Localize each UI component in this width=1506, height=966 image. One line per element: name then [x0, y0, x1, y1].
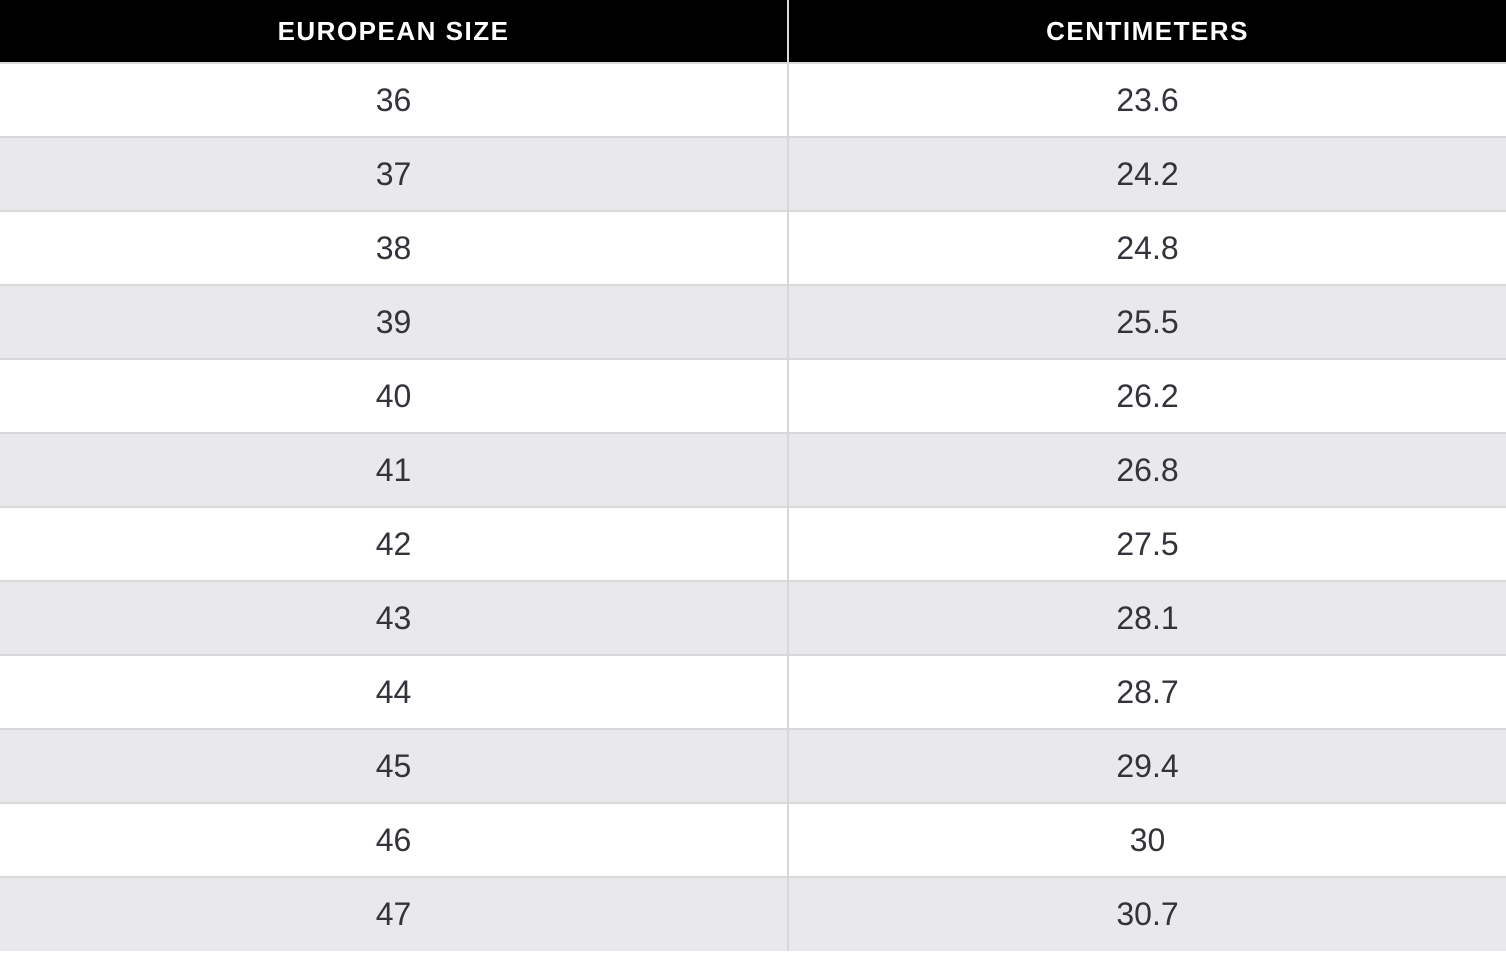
- table-row: 47 30.7: [0, 876, 1506, 951]
- european-size-cell: 40: [0, 358, 788, 433]
- centimeters-cell: 27.5: [787, 506, 1506, 581]
- european-size-cell: 44: [0, 654, 788, 729]
- centimeters-cell: 29.4: [787, 728, 1506, 803]
- centimeters-cell: 28.1: [787, 580, 1506, 655]
- centimeters-cell: 23.6: [787, 62, 1506, 137]
- column-header-centimeters: CENTIMETERS: [787, 0, 1506, 63]
- european-size-cell: 43: [0, 580, 788, 655]
- table-row: 38 24.8: [0, 210, 1506, 285]
- european-size-cell: 37: [0, 136, 788, 211]
- table-row: 40 26.2: [0, 358, 1506, 433]
- european-size-cell: 42: [0, 506, 788, 581]
- european-size-cell: 46: [0, 802, 788, 877]
- european-size-cell: 38: [0, 210, 788, 285]
- centimeters-cell: 30.7: [787, 876, 1506, 951]
- european-size-cell: 47: [0, 876, 788, 951]
- centimeters-cell: 24.2: [787, 136, 1506, 211]
- european-size-cell: 41: [0, 432, 788, 507]
- european-size-cell: 36: [0, 62, 788, 137]
- centimeters-cell: 26.8: [787, 432, 1506, 507]
- european-size-cell: 39: [0, 284, 788, 359]
- table-header-row: EUROPEAN SIZE CENTIMETERS: [0, 0, 1506, 63]
- centimeters-cell: 25.5: [787, 284, 1506, 359]
- centimeters-cell: 26.2: [787, 358, 1506, 433]
- centimeters-cell: 30: [787, 802, 1506, 877]
- table-row: 41 26.8: [0, 432, 1506, 507]
- table-row: 45 29.4: [0, 728, 1506, 803]
- centimeters-cell: 24.8: [787, 210, 1506, 285]
- table-row: 39 25.5: [0, 284, 1506, 359]
- table-row: 44 28.7: [0, 654, 1506, 729]
- column-header-european-size: EUROPEAN SIZE: [0, 0, 788, 63]
- table-row: 43 28.1: [0, 580, 1506, 655]
- table-row: 37 24.2: [0, 136, 1506, 211]
- table-row: 42 27.5: [0, 506, 1506, 581]
- european-size-cell: 45: [0, 728, 788, 803]
- table-body: 36 23.6 37 24.2 38 24.8 39 25.5 40 26.2 41 26.8 42 27…: [0, 62, 1506, 951]
- table-row: 46 30: [0, 802, 1506, 877]
- centimeters-cell: 28.7: [787, 654, 1506, 729]
- table-row: 36 23.6: [0, 62, 1506, 137]
